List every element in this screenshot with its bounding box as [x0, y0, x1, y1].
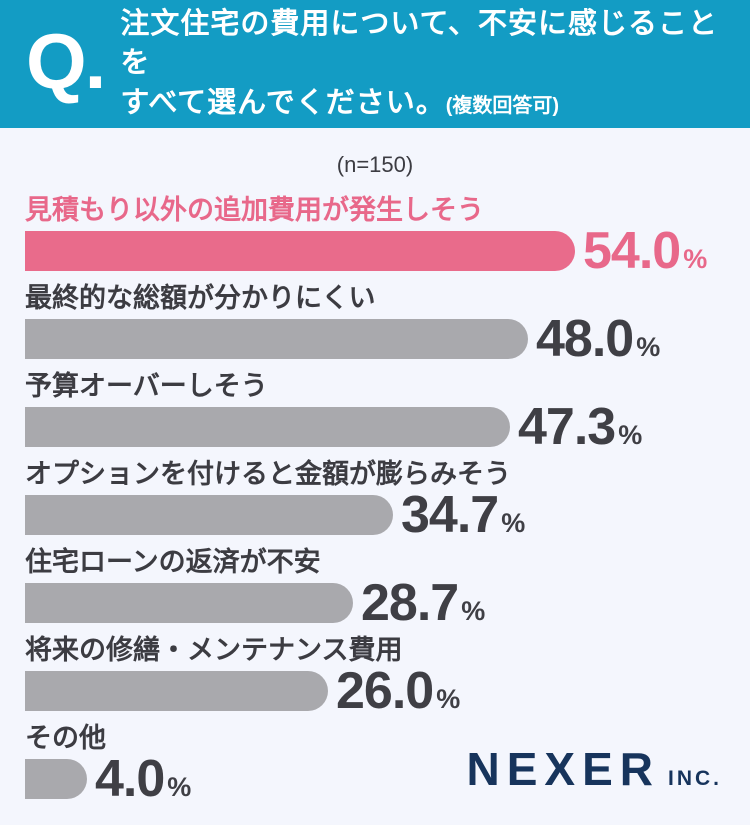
- percent-sign: %: [436, 684, 461, 714]
- percent-sign: %: [636, 332, 661, 362]
- value-label: 4.0 %: [95, 750, 192, 808]
- nexer-logo-main: NEXER: [466, 743, 660, 795]
- chart-row: オプションを付けると金額が膨らみそう 34.7 %: [25, 457, 725, 541]
- multi-answer-note: (複数回答可): [445, 94, 560, 117]
- percent-sign: %: [501, 508, 526, 538]
- percent-sign: %: [461, 596, 486, 626]
- percent-sign: %: [618, 420, 643, 450]
- category-label: 将来の修繕・メンテナンス費用: [25, 635, 403, 665]
- bar: [25, 583, 353, 623]
- value-label: 34.7 %: [401, 486, 526, 544]
- category-label: その他: [25, 723, 106, 753]
- chart-row: その他 4.0 %: [25, 721, 725, 805]
- bar-chart: 見積もり以外の追加費用が発生しそう 54.0 % 最終的な総額が分かりにくい 4…: [0, 193, 750, 805]
- category-label: 最終的な総額が分かりにくい: [25, 283, 376, 313]
- bar: [25, 407, 510, 447]
- question-title-line1: 注文住宅の費用について、不安に感じることを: [120, 8, 719, 80]
- value-label: 54.0 %: [583, 222, 708, 280]
- bar: [25, 495, 393, 535]
- chart-row: 最終的な総額が分かりにくい 48.0 %: [25, 281, 725, 365]
- bar: [25, 759, 87, 799]
- chart-row: 見積もり以外の追加費用が発生しそう 54.0 %: [25, 193, 725, 277]
- question-mark-label: Q.: [26, 16, 106, 105]
- question-title: 注文住宅の費用について、不安に感じることを すべて選んでください。(複数回答可): [120, 5, 732, 122]
- category-label: オプションを付けると金額が膨らみそう: [25, 459, 511, 489]
- sample-size-label: (n=150): [336, 152, 414, 177]
- chart-row: 住宅ローンの返済が不安 28.7 %: [25, 545, 725, 629]
- category-label: 住宅ローンの返済が不安: [25, 547, 321, 577]
- chart-row: 予算オーバーしそう 47.3 %: [25, 369, 725, 453]
- value-label: 28.7 %: [361, 574, 486, 632]
- bar-highlight: [25, 231, 575, 271]
- value-label: 48.0 %: [536, 310, 661, 368]
- percent-sign: %: [167, 772, 192, 802]
- nexer-logo-suffix: INC.: [668, 767, 722, 790]
- nexer-logo: NEXER INC.: [467, 746, 722, 792]
- percent-sign: %: [683, 244, 708, 274]
- value-label: 26.0 %: [336, 662, 461, 720]
- category-label: 見積もり以外の追加費用が発生しそう: [25, 195, 484, 225]
- bar: [25, 671, 328, 711]
- chart-row: 将来の修繕・メンテナンス費用 26.0 %: [25, 633, 725, 717]
- category-label: 予算オーバーしそう: [25, 371, 268, 401]
- bar: [25, 319, 528, 359]
- question-header: Q. 注文住宅の費用について、不安に感じることを すべて選んでください。(複数回…: [0, 0, 750, 128]
- question-title-line2: すべて選んでください。(複数回答可): [120, 86, 560, 119]
- value-label: 47.3 %: [518, 398, 643, 456]
